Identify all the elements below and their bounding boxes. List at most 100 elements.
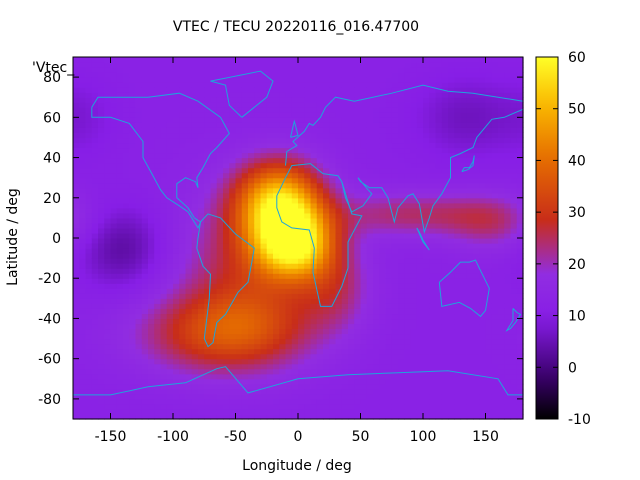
heatmap-cell — [204, 152, 212, 159]
heatmap-cell — [348, 413, 355, 420]
heatmap-cell — [229, 273, 237, 279]
heatmap-cell — [273, 373, 280, 380]
heatmap-cell — [360, 348, 368, 355]
heatmap-cell — [416, 57, 424, 63]
heatmap-cell — [266, 57, 274, 63]
heatmap-cell — [373, 167, 380, 174]
heatmap-cell — [416, 177, 424, 184]
heatmap-cell — [398, 142, 405, 149]
heatmap-cell — [479, 202, 487, 209]
heatmap-cell — [73, 273, 80, 279]
heatmap-cell — [116, 97, 124, 103]
heatmap-cell — [73, 243, 80, 249]
heatmap-cell — [341, 227, 349, 234]
heatmap-cell — [485, 348, 493, 355]
heatmap-cell — [235, 162, 243, 169]
heatmap-cell — [473, 207, 480, 214]
heatmap-cell — [385, 253, 393, 259]
heatmap-cell — [85, 157, 93, 164]
heatmap-cell — [504, 413, 512, 420]
heatmap-cell — [498, 318, 505, 325]
heatmap-cell — [435, 363, 443, 370]
heatmap-cell — [341, 243, 349, 249]
heatmap-cell — [360, 227, 368, 234]
heatmap-cell — [454, 172, 462, 179]
heatmap-cell — [85, 363, 93, 370]
heatmap-cell — [254, 288, 262, 294]
heatmap-cell — [498, 298, 505, 304]
heatmap-cell — [329, 303, 337, 309]
heatmap-cell — [129, 258, 137, 264]
heatmap-cell — [154, 363, 162, 370]
heatmap-cell — [129, 288, 137, 294]
heatmap-cell — [91, 107, 99, 113]
heatmap-cell — [198, 142, 205, 149]
heatmap-cell — [210, 368, 218, 375]
heatmap-cell — [385, 162, 393, 169]
heatmap-cell — [335, 313, 343, 320]
heatmap-cell — [416, 197, 424, 204]
heatmap-cell — [248, 197, 255, 204]
heatmap-cell — [466, 298, 474, 304]
heatmap-cell — [441, 378, 449, 385]
heatmap-cell — [204, 67, 212, 73]
heatmap-cell — [154, 273, 162, 279]
heatmap-cell — [316, 97, 324, 103]
heatmap-cell — [173, 132, 180, 139]
heatmap-cell — [498, 378, 505, 385]
heatmap-cell — [498, 132, 505, 139]
heatmap-cell — [335, 408, 343, 415]
heatmap-cell — [354, 268, 362, 274]
heatmap-cell — [310, 137, 318, 144]
heatmap-cell — [79, 222, 87, 229]
heatmap-cell — [323, 112, 330, 118]
heatmap-cell — [298, 92, 305, 98]
heatmap-cell — [148, 323, 155, 330]
heatmap-cell — [391, 248, 399, 254]
heatmap-cell — [98, 227, 105, 234]
heatmap-cell — [323, 152, 330, 159]
heatmap-cell — [298, 273, 305, 279]
heatmap-cell — [235, 263, 243, 269]
heatmap-cell — [185, 288, 193, 294]
heatmap-cell — [154, 162, 162, 169]
heatmap-cell — [348, 288, 355, 294]
heatmap-cell — [304, 253, 312, 259]
heatmap-cell — [441, 97, 449, 103]
heatmap-cell — [98, 97, 105, 103]
heatmap-cell — [166, 177, 174, 184]
heatmap-cell — [491, 167, 499, 174]
heatmap-cell — [198, 102, 205, 108]
heatmap-cell — [341, 288, 349, 294]
heatmap-cell — [398, 238, 405, 244]
heatmap-cell — [154, 293, 162, 299]
heatmap-cell — [166, 388, 174, 395]
heatmap-cell — [191, 398, 199, 405]
heatmap-cell — [198, 413, 205, 420]
heatmap-cell — [154, 308, 162, 315]
heatmap-cell — [79, 378, 87, 385]
heatmap-cell — [235, 363, 243, 370]
heatmap-cell — [116, 368, 124, 375]
heatmap-cell — [285, 197, 293, 204]
heatmap-cell — [229, 403, 237, 410]
heatmap-cell — [154, 187, 162, 194]
heatmap-cell — [91, 87, 99, 93]
heatmap-cell — [304, 373, 312, 380]
heatmap-cell — [379, 157, 387, 164]
heatmap-cell — [154, 328, 162, 335]
heatmap-cell — [98, 378, 105, 385]
heatmap-cell — [91, 92, 99, 98]
heatmap-cell — [191, 278, 199, 284]
heatmap-cell — [110, 167, 118, 174]
heatmap-cell — [398, 363, 405, 370]
heatmap-cell — [410, 177, 418, 184]
heatmap-cell — [73, 192, 80, 199]
heatmap-cell — [379, 248, 387, 254]
heatmap-cell — [110, 373, 118, 380]
heatmap-cell — [404, 197, 412, 204]
heatmap-cell — [304, 147, 312, 154]
heatmap-cell — [479, 308, 487, 315]
heatmap-cell — [160, 278, 168, 284]
heatmap-cell — [160, 132, 168, 139]
